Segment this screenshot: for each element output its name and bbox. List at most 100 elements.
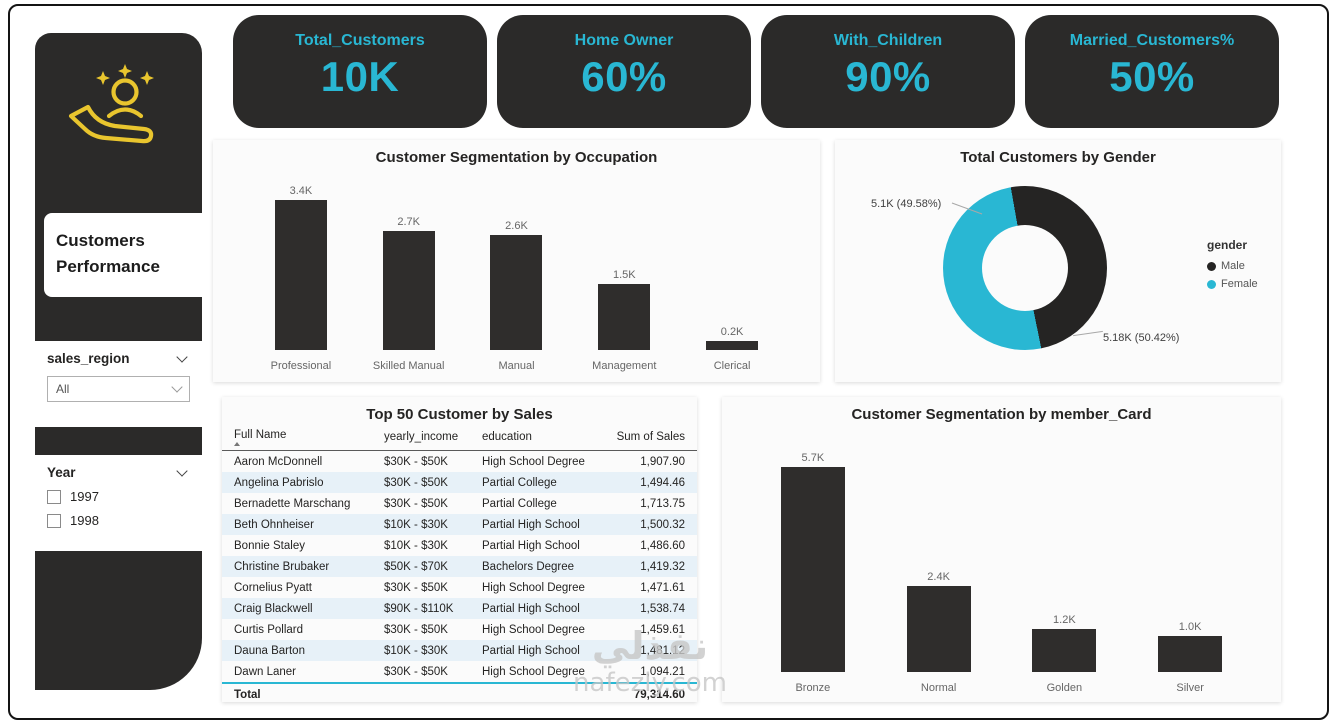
- callout-line: [1073, 330, 1103, 337]
- sort-ascending-icon: [234, 442, 240, 447]
- bar-category-label: Manual: [498, 360, 535, 372]
- bar-manual[interactable]: [490, 235, 543, 350]
- bar-value-label: 1.2K: [1053, 614, 1076, 626]
- legend-title: gender: [1207, 238, 1248, 252]
- kpi-card-with-children[interactable]: With_Children 90%: [761, 15, 1015, 128]
- gender-chart-title: Total Customers by Gender: [960, 149, 1156, 166]
- table-cell: Partial College: [482, 497, 557, 510]
- table-cell: $30K - $50K: [384, 623, 448, 636]
- sales-region-select[interactable]: All: [47, 376, 190, 402]
- table-row[interactable]: Christine Brubaker $50K - $70K Bachelors D…: [222, 556, 697, 577]
- bar-professional[interactable]: [274, 200, 327, 350]
- legend-item-male[interactable]: Male: [1207, 260, 1258, 272]
- column-header-full-name[interactable]: Full Name: [234, 429, 384, 447]
- year-header[interactable]: Year: [47, 464, 190, 480]
- sales-region-header[interactable]: sales_region: [47, 350, 190, 366]
- bar-group-normal: 2.4K Normal: [876, 437, 1002, 694]
- table-row[interactable]: Bonnie Staley $10K - $30K Partial High Sch…: [222, 535, 697, 556]
- bar-group-golden: 1.2K Golden: [1002, 437, 1128, 694]
- table-cell: Partial College: [482, 476, 557, 489]
- table-cell: $90K - $110K: [384, 602, 454, 615]
- table-cell: High School Degree: [482, 455, 585, 468]
- bar-normal[interactable]: [906, 586, 971, 672]
- dashboard-title-line1: Customers: [56, 231, 145, 250]
- total-value: 79,314.60: [633, 689, 685, 701]
- bar-skilled-manual[interactable]: [382, 231, 435, 350]
- table-cell: 1,500.32: [640, 518, 685, 531]
- table-cell: 1,419.32: [640, 560, 685, 573]
- table-cell: Cornelius Pyatt: [234, 581, 312, 594]
- table-cell: Curtis Pollard: [234, 623, 304, 636]
- year-options: 1997 1998: [47, 489, 190, 528]
- table-cell: 1,486.60: [640, 539, 685, 552]
- bar-golden[interactable]: [1032, 629, 1097, 672]
- kpi-card-home-owner[interactable]: Home Owner 60%: [497, 15, 751, 128]
- table-row[interactable]: Craig Blackwell $90K - $110K Partial High …: [222, 598, 697, 619]
- column-header-yearly-income[interactable]: yearly_income: [384, 431, 459, 444]
- table-cell: High School Degree: [482, 665, 585, 678]
- bar-silver[interactable]: [1158, 636, 1223, 672]
- sidebar: Customers Performance sales_region All Y…: [35, 33, 202, 690]
- table-cell: 1,094.21: [640, 665, 685, 678]
- legend-dot: [1207, 279, 1216, 289]
- table-cell: Partial High School: [482, 539, 580, 552]
- bar-category-label: Skilled Manual: [372, 360, 445, 372]
- member-card-chart-title: Customer Segmentation by member_Card: [851, 406, 1152, 423]
- bar-value-label: 5.7K: [801, 452, 825, 464]
- gender-chart-panel: Total Customers by Gender 5.1K (49.58%) …: [835, 140, 1281, 382]
- occupation-chart-title: Customer Segmentation by Occupation: [375, 149, 658, 166]
- bar-category-label: Normal: [920, 682, 957, 694]
- column-header-education[interactable]: education: [482, 431, 532, 444]
- kpi-label: Married_Customers%: [1069, 32, 1235, 49]
- table-cell: High School Degree: [482, 623, 585, 636]
- kpi-value: 10K: [320, 53, 400, 100]
- bar-category-label: Silver: [1176, 682, 1204, 694]
- table-row[interactable]: Dauna Barton $10K - $30K Partial High Scho…: [222, 640, 697, 661]
- year-option-1997[interactable]: 1997: [47, 489, 190, 504]
- kpi-label: With_Children: [833, 32, 943, 49]
- member-card-bar-chart: 5.7K Bronze 2.4K Normal 1.2K Golden 1.0K Silver: [750, 437, 1253, 694]
- bar-management[interactable]: [598, 284, 651, 350]
- table-row[interactable]: Bernadette Marschang $30K - $50K Partial C…: [222, 493, 697, 514]
- bar-bronze[interactable]: [780, 467, 845, 672]
- bar-value-label: 1.0K: [1178, 621, 1202, 633]
- table-row[interactable]: Dawn Laner $30K - $50K High School Degree 1…: [222, 661, 697, 682]
- table-header-row: Full Name yearly_income education Sum of…: [222, 425, 697, 451]
- table-cell: Bernadette Marschang: [234, 497, 351, 510]
- kpi-value: 50%: [1109, 53, 1195, 100]
- male-slice-label: 5.1K (49.58%): [871, 198, 942, 210]
- checkbox-1997[interactable]: [47, 489, 61, 504]
- kpi-card-total-customers[interactable]: Total_Customers 10K: [233, 15, 487, 128]
- table-cell: $10K - $30K: [384, 644, 448, 657]
- table-row[interactable]: Cornelius Pyatt $30K - $50K High School De…: [222, 577, 697, 598]
- legend-item-female[interactable]: Female: [1207, 278, 1258, 290]
- table-row[interactable]: Angelina Pabrislo $30K - $50K Partial Coll…: [222, 472, 697, 493]
- bar-value-label: 2.7K: [397, 216, 421, 228]
- table-cell: Angelina Pabrislo: [234, 476, 324, 489]
- bar-clerical[interactable]: [706, 341, 759, 350]
- table-row[interactable]: Aaron McDonnell $30K - $50K High School De…: [222, 451, 697, 472]
- customer-care-icon: [61, 59, 173, 153]
- kpi-label: Total_Customers: [295, 32, 425, 49]
- checkbox-1998[interactable]: [47, 513, 61, 528]
- table-row[interactable]: Curtis Pollard $30K - $50K High School Deg…: [222, 619, 697, 640]
- bar-category-label: Bronze: [795, 682, 831, 694]
- table-cell: 1,713.75: [640, 497, 685, 510]
- sales-region-label: sales_region: [47, 351, 130, 366]
- year-label: Year: [47, 465, 76, 480]
- table-cell: Aaron McDonnell: [234, 455, 323, 468]
- table-cell: 1,481.12: [640, 644, 685, 657]
- chevron-down-icon: [176, 464, 188, 477]
- table-cell: $10K - $30K: [384, 539, 448, 552]
- column-header-sum-of-sales[interactable]: Sum of Sales: [616, 431, 685, 444]
- bar-category-label: Golden: [1046, 682, 1083, 694]
- legend-label: Male: [1221, 260, 1245, 272]
- year-option-1998[interactable]: 1998: [47, 513, 190, 528]
- gender-donut-chart[interactable]: [943, 186, 1107, 350]
- bar-group-skilled-manual: 2.7K Skilled Manual: [355, 184, 463, 372]
- table-body: Aaron McDonnell $30K - $50K High School De…: [222, 451, 697, 682]
- table-cell: Partial High School: [482, 518, 580, 531]
- table-row[interactable]: Beth Ohnheiser $10K - $30K Partial High Sc…: [222, 514, 697, 535]
- kpi-card-married-customers[interactable]: Married_Customers% 50%: [1025, 15, 1279, 128]
- sales-region-filter: sales_region All: [35, 341, 202, 427]
